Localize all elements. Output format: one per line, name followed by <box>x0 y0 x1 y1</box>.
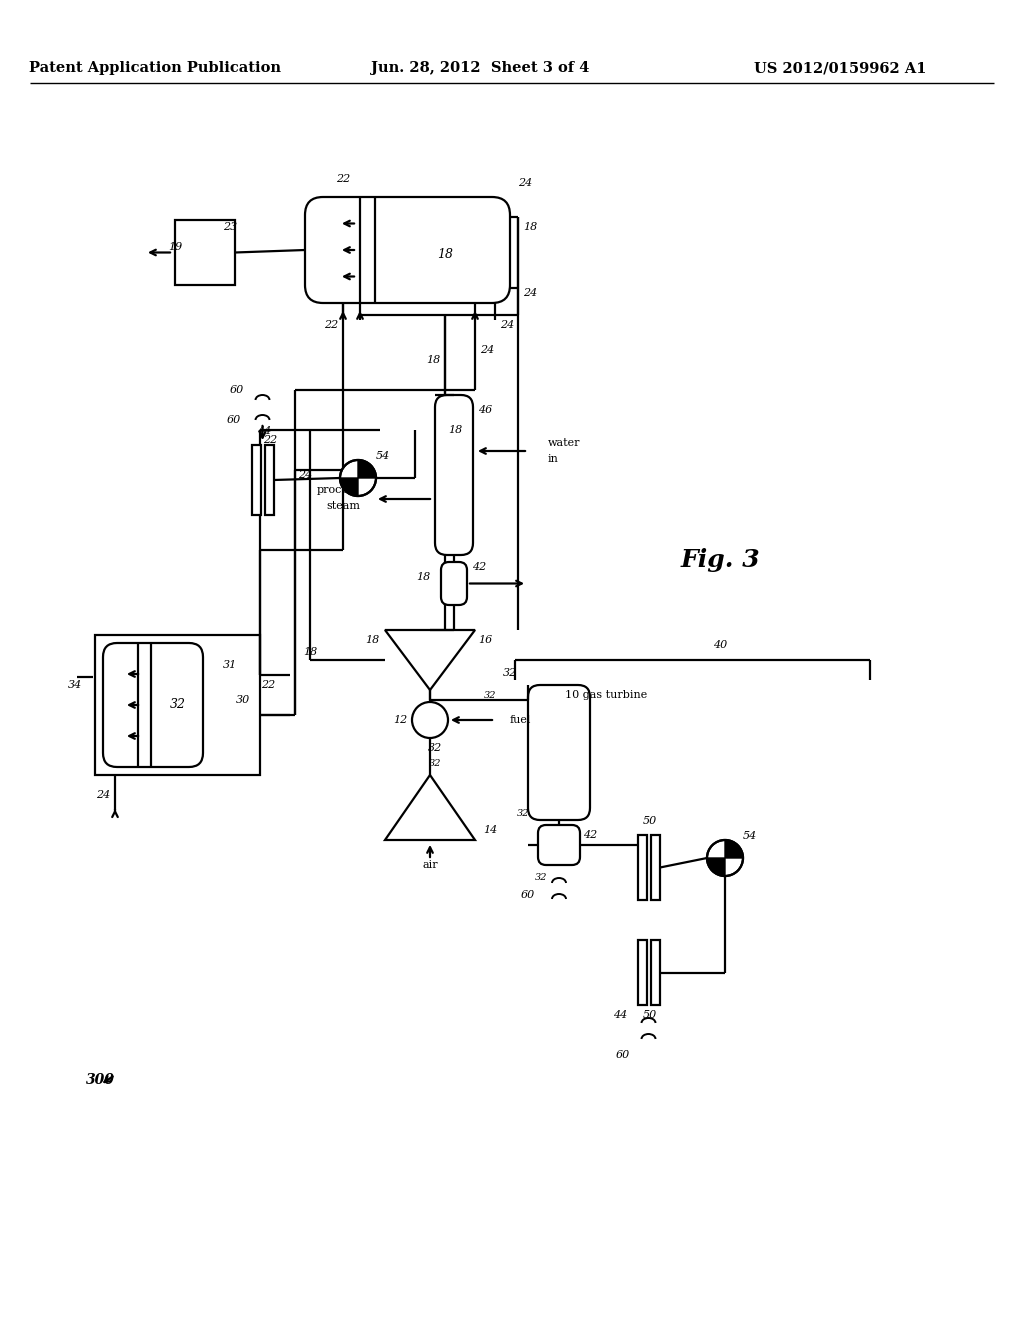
Text: 54: 54 <box>742 832 757 841</box>
Circle shape <box>412 702 449 738</box>
Text: 19: 19 <box>168 242 182 252</box>
Text: 24: 24 <box>500 319 514 330</box>
Text: 32: 32 <box>428 743 442 752</box>
Text: 32: 32 <box>517 808 529 817</box>
Text: 24: 24 <box>480 345 495 355</box>
Text: 50: 50 <box>643 816 657 826</box>
Text: 34: 34 <box>68 680 82 690</box>
Text: process: process <box>316 484 360 495</box>
Text: in: in <box>548 454 559 465</box>
FancyBboxPatch shape <box>441 562 467 605</box>
Text: 60: 60 <box>229 385 244 395</box>
Polygon shape <box>707 858 725 876</box>
Text: 32: 32 <box>429 759 441 767</box>
Text: 18: 18 <box>303 647 317 657</box>
Text: fuel: fuel <box>510 715 531 725</box>
Text: 18: 18 <box>365 635 379 645</box>
Text: 16: 16 <box>478 635 493 645</box>
Polygon shape <box>340 478 358 496</box>
Text: Jun. 28, 2012  Sheet 3 of 4: Jun. 28, 2012 Sheet 3 of 4 <box>371 61 589 75</box>
Text: 18: 18 <box>437 248 453 261</box>
FancyBboxPatch shape <box>103 643 203 767</box>
Text: Patent Application Publication: Patent Application Publication <box>29 61 281 75</box>
Text: 18: 18 <box>426 355 440 366</box>
Bar <box>638 836 647 900</box>
Text: 50: 50 <box>643 1010 657 1020</box>
Text: 44: 44 <box>613 1010 627 1020</box>
Text: 300: 300 <box>86 1073 115 1086</box>
Text: 30: 30 <box>236 696 250 705</box>
Text: steam: steam <box>326 502 360 511</box>
Circle shape <box>340 459 376 496</box>
Text: Fig. 3: Fig. 3 <box>680 548 760 572</box>
Bar <box>175 220 234 285</box>
Text: 32: 32 <box>535 873 547 882</box>
Text: 12: 12 <box>393 715 408 725</box>
Text: 10 gas turbine: 10 gas turbine <box>565 690 647 700</box>
Text: 23: 23 <box>223 222 238 232</box>
Text: 31: 31 <box>223 660 238 671</box>
Bar <box>265 445 274 515</box>
Text: 24: 24 <box>96 789 111 800</box>
Polygon shape <box>725 840 743 858</box>
Bar <box>651 836 660 900</box>
Text: 40: 40 <box>713 640 727 649</box>
Bar <box>651 940 660 1005</box>
Text: 18: 18 <box>416 572 430 582</box>
Text: 24: 24 <box>298 470 312 480</box>
Text: 24: 24 <box>518 178 532 187</box>
FancyBboxPatch shape <box>528 685 590 820</box>
Text: 60: 60 <box>521 890 536 900</box>
FancyBboxPatch shape <box>435 395 473 554</box>
Text: 32: 32 <box>170 698 186 711</box>
FancyBboxPatch shape <box>538 825 580 865</box>
Text: 54: 54 <box>376 451 390 461</box>
Text: 32: 32 <box>483 690 497 700</box>
Bar <box>252 445 261 515</box>
Text: 22: 22 <box>261 680 275 690</box>
Text: 18: 18 <box>447 425 462 436</box>
Text: 14: 14 <box>483 825 497 836</box>
Text: air: air <box>422 861 438 870</box>
Text: 44: 44 <box>257 426 271 436</box>
Text: 22: 22 <box>336 174 350 183</box>
Text: 60: 60 <box>615 1049 630 1060</box>
Polygon shape <box>358 459 376 478</box>
Text: 18: 18 <box>523 222 538 232</box>
Circle shape <box>707 840 743 876</box>
Text: 42: 42 <box>583 830 597 840</box>
Text: 46: 46 <box>478 405 493 414</box>
Text: 60: 60 <box>227 414 241 425</box>
Text: water: water <box>548 438 581 447</box>
Text: US 2012/0159962 A1: US 2012/0159962 A1 <box>754 61 927 75</box>
Text: 24: 24 <box>523 288 538 298</box>
Text: 32: 32 <box>503 668 517 678</box>
Bar <box>95 635 260 775</box>
Text: 22: 22 <box>263 436 278 445</box>
Text: 22: 22 <box>324 319 338 330</box>
Bar <box>638 940 647 1005</box>
FancyBboxPatch shape <box>305 197 510 304</box>
Text: 42: 42 <box>472 562 486 572</box>
